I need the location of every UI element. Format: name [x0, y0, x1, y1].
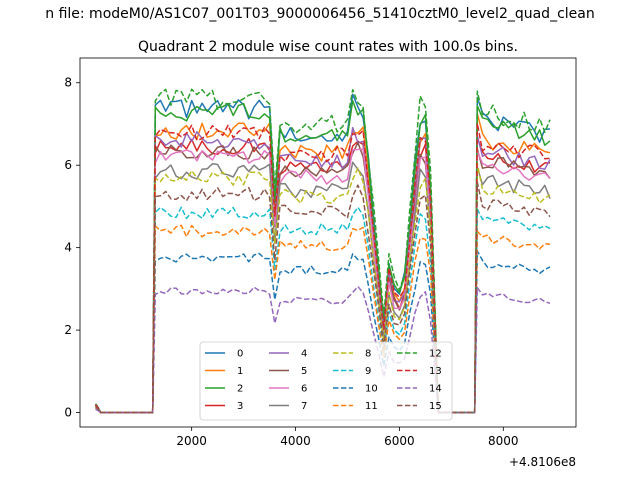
series-line-12	[94, 88, 551, 414]
y-tick-label: 8	[64, 76, 72, 90]
y-tick-label: 4	[64, 241, 72, 255]
x-axis-offset-label: +4.8106e8	[509, 455, 576, 469]
series-line-11	[95, 224, 551, 414]
legend-label: 5	[301, 366, 307, 377]
axes-frame	[79, 57, 577, 428]
legend-label: 15	[429, 401, 442, 412]
x-tick-label: 8000	[488, 434, 519, 448]
legend-box	[199, 341, 453, 421]
legend-label: 3	[237, 401, 243, 412]
legend-label: 11	[365, 401, 378, 412]
legend-label: 12	[429, 349, 442, 360]
series-line-14	[95, 285, 551, 414]
series-line-15	[95, 181, 551, 414]
legend-label: 6	[301, 384, 307, 395]
legend-label: 1	[237, 366, 243, 377]
axis-ticks: 2000 4000 6000 8000 0 2 4 6 8	[64, 76, 518, 448]
legend-label: 0	[237, 349, 243, 360]
legend-label: 14	[429, 384, 442, 395]
figure-suptitle: n file: modeM0/AS1C07_001T03_9000006456_…	[45, 6, 594, 22]
legend-label: 8	[365, 349, 371, 360]
chart-title: Quadrant 2 module wise count rates with …	[138, 39, 518, 55]
legend-label: 7	[301, 401, 307, 412]
y-tick-label: 0	[64, 406, 72, 420]
series-lines	[94, 88, 551, 414]
y-tick-label: 2	[64, 323, 72, 337]
x-tick-label: 2000	[176, 434, 207, 448]
y-tick-label: 6	[64, 158, 72, 172]
x-tick-label: 6000	[384, 434, 415, 448]
legend-label: 13	[429, 366, 442, 377]
legend-label: 9	[365, 366, 371, 377]
x-tick-label: 4000	[280, 434, 311, 448]
legend-label: 10	[365, 384, 378, 395]
legend-label: 2	[237, 384, 243, 395]
legend-label: 4	[301, 349, 307, 360]
